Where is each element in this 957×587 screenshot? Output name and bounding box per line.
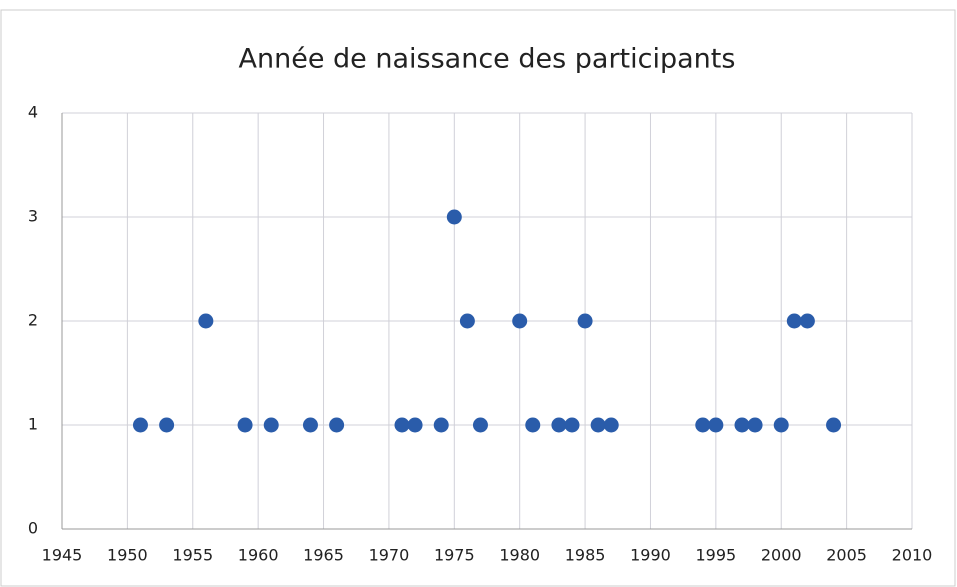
point [433, 417, 449, 433]
point [132, 417, 148, 433]
point [394, 417, 410, 433]
y-tick-label: 0 [28, 519, 38, 538]
x-tick-label: 1950 [107, 546, 148, 565]
y-tick-label: 1 [28, 415, 38, 434]
point [799, 313, 815, 329]
x-tick-label: 1990 [630, 546, 671, 565]
point [459, 313, 475, 329]
x-tick-label: 1965 [303, 546, 344, 565]
y-tick-label: 3 [28, 207, 38, 226]
point [237, 417, 253, 433]
x-tick-label: 2005 [826, 546, 867, 565]
chart-border [0, 9, 956, 587]
point [263, 417, 279, 433]
x-tick-label: 1970 [369, 546, 410, 565]
point [329, 417, 345, 433]
point [446, 209, 462, 225]
x-tick-label: 1955 [172, 546, 213, 565]
y-tick-label: 4 [28, 103, 38, 122]
point [773, 417, 789, 433]
point [564, 417, 580, 433]
x-tick-label: 1945 [42, 546, 83, 565]
point [590, 417, 606, 433]
x-tick-label: 2010 [892, 546, 933, 565]
point [826, 417, 842, 433]
point [577, 313, 593, 329]
point [747, 417, 763, 433]
point [603, 417, 619, 433]
point [472, 417, 488, 433]
x-tick-label: 2000 [761, 546, 802, 565]
point [512, 313, 528, 329]
point [407, 417, 423, 433]
x-tick-label: 1960 [238, 546, 279, 565]
point [302, 417, 318, 433]
point [198, 313, 214, 329]
chart-title: Année de naissance des participants [239, 44, 736, 75]
x-tick-label: 1985 [565, 546, 606, 565]
y-tick-label: 2 [28, 311, 38, 330]
point [551, 417, 567, 433]
point [734, 417, 750, 433]
point [695, 417, 711, 433]
x-tick-label: 1980 [499, 546, 540, 565]
point [159, 417, 175, 433]
x-tick-label: 1995 [695, 546, 736, 565]
x-tick-label: 1975 [434, 546, 475, 565]
point [708, 417, 724, 433]
point [786, 313, 802, 329]
point [525, 417, 541, 433]
